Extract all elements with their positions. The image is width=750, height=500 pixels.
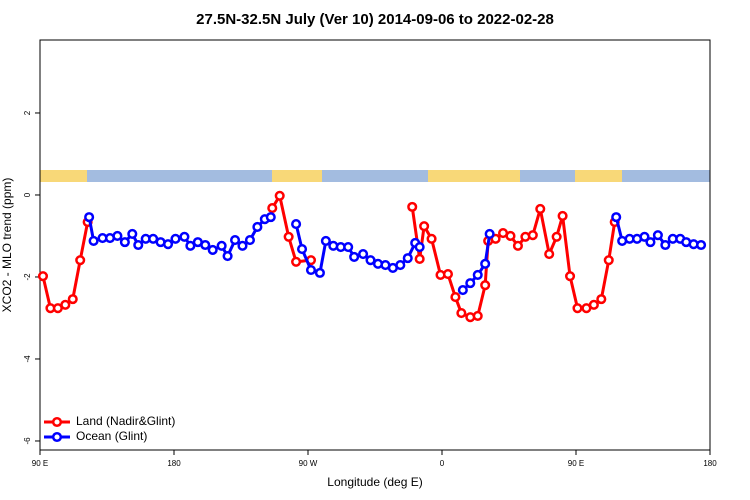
point bbox=[252, 221, 263, 233]
point bbox=[465, 278, 476, 289]
point bbox=[244, 235, 255, 246]
point bbox=[551, 231, 562, 242]
point bbox=[557, 210, 568, 221]
point bbox=[660, 239, 671, 251]
point bbox=[505, 230, 516, 242]
x-tick-label: 0 bbox=[440, 459, 445, 468]
point bbox=[639, 231, 650, 242]
x-axis-label: Longitude (deg E) bbox=[327, 475, 422, 489]
point bbox=[512, 240, 523, 251]
point bbox=[343, 242, 354, 253]
point bbox=[291, 256, 302, 267]
point bbox=[564, 271, 576, 282]
point bbox=[652, 230, 663, 241]
legend-label: Land (Nadir&Glint) bbox=[76, 414, 175, 428]
point bbox=[185, 240, 196, 251]
point bbox=[480, 258, 491, 269]
point bbox=[133, 239, 144, 251]
plot-frame bbox=[39, 39, 711, 451]
point bbox=[696, 239, 707, 251]
point bbox=[283, 231, 294, 242]
y-axis-label: XCO2 - MLO trend (ppm) bbox=[0, 178, 14, 313]
point bbox=[603, 255, 614, 266]
point bbox=[450, 292, 461, 303]
point bbox=[75, 255, 86, 266]
point bbox=[265, 212, 276, 223]
x-tick-label: 90 E bbox=[568, 459, 584, 468]
x-tick-label: 90 E bbox=[32, 459, 48, 468]
point bbox=[484, 228, 495, 239]
point bbox=[596, 294, 607, 305]
point bbox=[216, 240, 227, 251]
x-tick-label: 180 bbox=[703, 459, 717, 468]
point bbox=[274, 190, 285, 201]
point bbox=[472, 269, 483, 280]
point bbox=[67, 294, 78, 305]
point bbox=[229, 235, 241, 246]
y-tick-label: 0 bbox=[23, 192, 32, 197]
point bbox=[222, 251, 233, 262]
point bbox=[527, 230, 538, 241]
point bbox=[179, 231, 190, 242]
x-tick-label: 90 W bbox=[299, 459, 318, 468]
y-tick-label: 2 bbox=[23, 110, 32, 115]
point bbox=[472, 310, 483, 321]
point bbox=[358, 248, 369, 260]
point bbox=[37, 271, 49, 282]
y-tick-label: -2 bbox=[23, 273, 32, 281]
point bbox=[119, 237, 130, 248]
point bbox=[170, 233, 181, 244]
point bbox=[645, 237, 656, 248]
point bbox=[237, 240, 248, 251]
point bbox=[456, 308, 467, 319]
y-tick-label: -6 bbox=[23, 437, 32, 445]
series-line bbox=[41, 191, 617, 319]
legend-marker bbox=[51, 431, 63, 443]
point bbox=[267, 203, 278, 214]
point bbox=[365, 255, 376, 266]
y-tick-label: -4 bbox=[23, 355, 32, 363]
point bbox=[291, 219, 302, 230]
point bbox=[611, 212, 622, 223]
point bbox=[314, 267, 325, 278]
point bbox=[414, 242, 425, 253]
point bbox=[480, 280, 491, 291]
point bbox=[395, 260, 406, 271]
point bbox=[84, 212, 95, 223]
point bbox=[407, 201, 418, 212]
legend-marker bbox=[51, 416, 63, 428]
point bbox=[60, 299, 71, 310]
point bbox=[112, 230, 123, 242]
point bbox=[490, 233, 501, 244]
point bbox=[414, 253, 425, 264]
surface-strip bbox=[40, 170, 710, 182]
point bbox=[544, 248, 555, 260]
point bbox=[200, 239, 211, 251]
point bbox=[207, 244, 218, 255]
point bbox=[572, 303, 583, 314]
point bbox=[305, 264, 317, 276]
legend-label: Ocean (Glint) bbox=[76, 429, 147, 443]
point bbox=[535, 203, 546, 214]
point bbox=[419, 221, 430, 232]
point bbox=[320, 235, 331, 246]
x-tick-label: 180 bbox=[167, 459, 181, 468]
point bbox=[442, 269, 454, 280]
point bbox=[88, 235, 99, 246]
point bbox=[588, 299, 599, 310]
point bbox=[402, 253, 413, 264]
point bbox=[162, 239, 174, 250]
point bbox=[127, 228, 138, 239]
point bbox=[426, 233, 437, 244]
chart-title: 27.5N-32.5N July (Ver 10) 2014-09-06 to … bbox=[196, 11, 554, 28]
point bbox=[296, 244, 308, 255]
point bbox=[349, 251, 360, 262]
point bbox=[457, 285, 468, 296]
